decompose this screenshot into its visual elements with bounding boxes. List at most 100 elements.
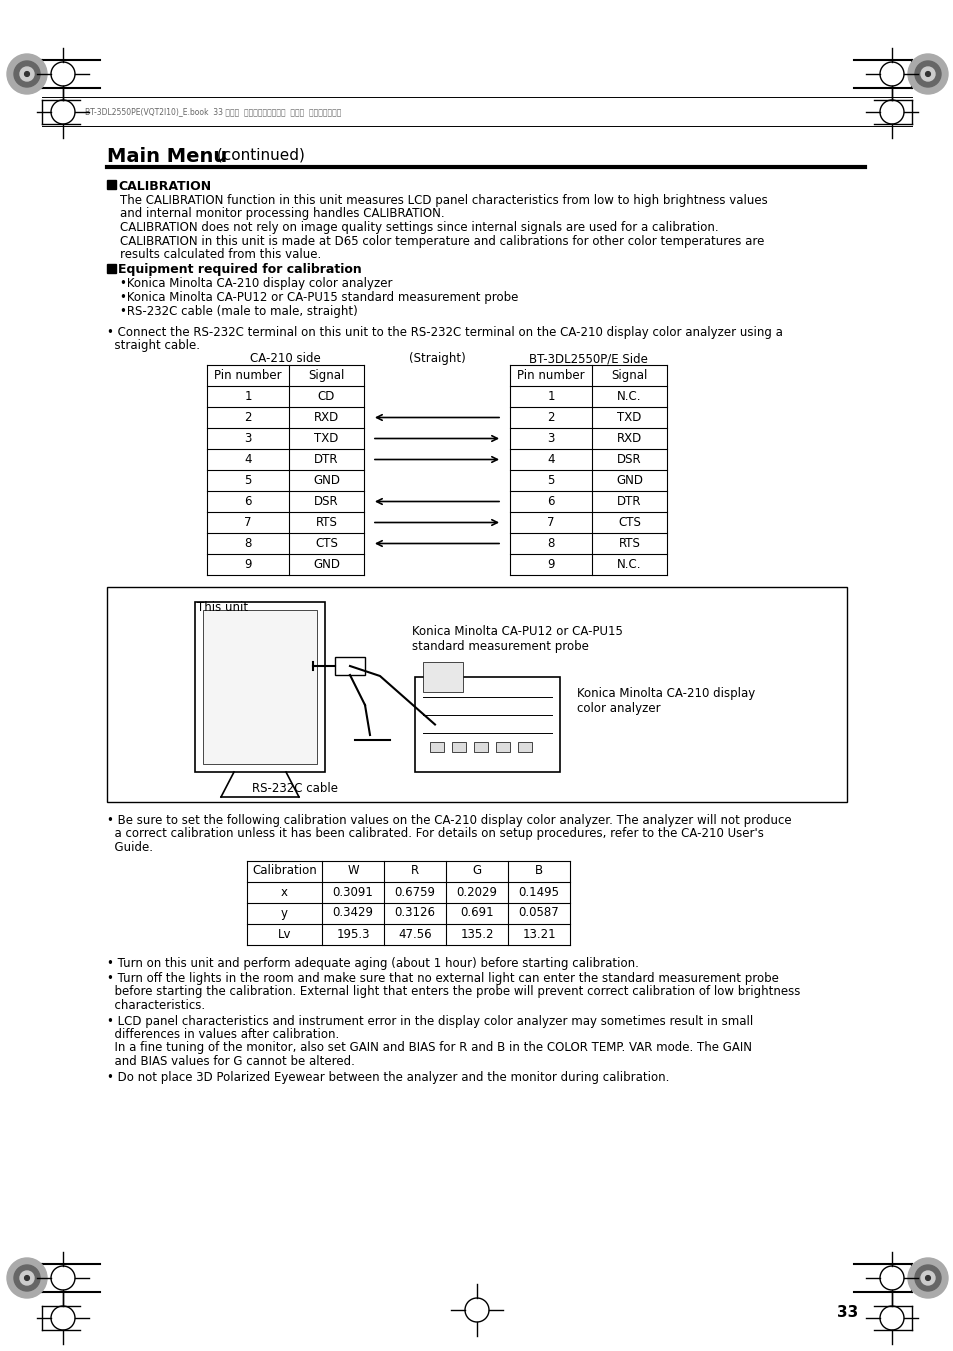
Circle shape [907,1258,947,1298]
Text: 0.1495: 0.1495 [518,885,558,898]
Text: CTS: CTS [618,516,640,530]
Text: 4: 4 [244,453,252,466]
Text: 135.2: 135.2 [459,928,494,940]
Text: 6: 6 [244,494,252,508]
Text: 47.56: 47.56 [397,928,432,940]
Text: and internal monitor processing handles CALIBRATION.: and internal monitor processing handles … [120,208,444,220]
Text: • Do not place 3D Polarized Eyewear between the analyzer and the monitor during : • Do not place 3D Polarized Eyewear betw… [107,1070,669,1084]
Text: Signal: Signal [308,369,344,382]
Circle shape [25,1275,30,1281]
Text: 2: 2 [244,411,252,424]
Text: Pin number: Pin number [214,369,281,382]
Text: 1: 1 [547,390,554,403]
Text: 6: 6 [547,494,554,508]
Text: GND: GND [313,558,339,571]
Text: 0.2029: 0.2029 [456,885,497,898]
Text: This unit: This unit [196,601,248,613]
Text: 5: 5 [244,474,252,486]
Bar [430,742,443,753]
Circle shape [14,61,40,86]
Text: CD: CD [317,390,335,403]
Text: RXD: RXD [617,432,641,444]
Text: y: y [281,907,288,920]
Bar [517,742,532,753]
Text: Konica Minolta CA-PU12 or CA-PU15
standard measurement probe: Konica Minolta CA-PU12 or CA-PU15 standa… [412,626,622,653]
Text: RS-232C cable: RS-232C cable [252,782,337,794]
Text: (continued): (continued) [212,147,305,162]
Circle shape [20,1271,34,1285]
Text: W: W [347,865,358,878]
Text: 0.6759: 0.6759 [395,885,435,898]
Circle shape [914,61,940,86]
Text: •Konica Minolta CA-PU12 or CA-PU15 standard measurement probe: •Konica Minolta CA-PU12 or CA-PU15 stand… [120,290,517,304]
Text: Signal: Signal [611,369,647,382]
Bar [194,603,325,771]
Text: DTR: DTR [617,494,641,508]
Text: DSR: DSR [314,494,338,508]
Text: CA-210 side: CA-210 side [250,353,320,365]
Text: differences in values after calibration.: differences in values after calibration. [107,1028,339,1042]
Bar [452,742,465,753]
Text: DSR: DSR [617,453,641,466]
Bar [107,586,846,802]
Text: 5: 5 [547,474,554,486]
Text: Pin number: Pin number [517,369,584,382]
Text: Equipment required for calibration: Equipment required for calibration [118,263,361,277]
Bar [203,611,316,765]
Text: CALIBRATION does not rely on image quality settings since internal signals are u: CALIBRATION does not rely on image quali… [120,222,718,234]
Text: • Turn off the lights in the room and make sure that no external light can enter: • Turn off the lights in the room and ma… [107,971,778,985]
Text: TXD: TXD [617,411,641,424]
Text: •Konica Minolta CA-210 display color analyzer: •Konica Minolta CA-210 display color ana… [120,277,392,290]
Text: a correct calibration unless it has been calibrated. For details on setup proced: a correct calibration unless it has been… [107,828,763,840]
Circle shape [14,1265,40,1292]
Text: Guide.: Guide. [107,842,152,854]
Text: G: G [472,865,481,878]
Text: RTS: RTS [315,516,337,530]
Text: In a fine tuning of the monitor, also set GAIN and BIAS for R and B in the COLOR: In a fine tuning of the monitor, also se… [107,1042,751,1055]
Text: Calibration: Calibration [252,865,316,878]
Text: • LCD panel characteristics and instrument error in the display color analyzer m: • LCD panel characteristics and instrume… [107,1015,753,1028]
Text: TXD: TXD [314,432,338,444]
Text: 9: 9 [244,558,252,571]
Text: BT-3DL2550PE(VQT2I10)_E.book  33 ページ  ２０１０年７月８日  木曜日  午後２時１２分: BT-3DL2550PE(VQT2I10)_E.book 33 ページ ２０１０… [85,108,341,116]
Text: 13.21: 13.21 [521,928,556,940]
Text: The CALIBRATION function in this unit measures LCD panel characteristics from lo: The CALIBRATION function in this unit me… [120,195,767,207]
Text: • Be sure to set the following calibration values on the CA-210 display color an: • Be sure to set the following calibrati… [107,815,791,827]
Circle shape [920,68,934,81]
Text: 7: 7 [244,516,252,530]
Text: N.C.: N.C. [617,558,641,571]
Text: 1: 1 [244,390,252,403]
Text: 0.3091: 0.3091 [333,885,373,898]
Text: and BIAS values for G cannot be altered.: and BIAS values for G cannot be altered. [107,1055,355,1069]
Text: CALIBRATION in this unit is made at D65 color temperature and calibrations for o: CALIBRATION in this unit is made at D65 … [120,235,763,247]
Circle shape [7,1258,47,1298]
Text: 8: 8 [547,536,554,550]
Text: 0.0587: 0.0587 [518,907,558,920]
Text: BT-3DL2550P/E Side: BT-3DL2550P/E Side [529,353,647,365]
Text: 195.3: 195.3 [335,928,370,940]
Text: characteristics.: characteristics. [107,998,205,1012]
Bar [335,657,365,676]
Text: 0.3126: 0.3126 [395,907,435,920]
Text: CALIBRATION: CALIBRATION [118,180,211,193]
Text: DTR: DTR [314,453,338,466]
Text: RXD: RXD [314,411,338,424]
Circle shape [924,1275,929,1281]
Circle shape [924,72,929,77]
Text: before starting the calibration. External light that enters the probe will preve: before starting the calibration. Externa… [107,985,800,998]
Text: • Turn on this unit and perform adequate aging (about 1 hour) before starting ca: • Turn on this unit and perform adequate… [107,957,639,970]
Bar [107,180,116,189]
Text: 3: 3 [547,432,554,444]
Text: Lv: Lv [277,928,291,940]
Text: 9: 9 [547,558,554,571]
Circle shape [907,54,947,95]
Text: B: B [535,865,542,878]
Circle shape [914,1265,940,1292]
Circle shape [25,72,30,77]
Text: 7: 7 [547,516,554,530]
Bar [496,742,510,753]
Bar [107,263,116,273]
Bar [422,662,462,692]
Text: 0.691: 0.691 [459,907,494,920]
Text: GND: GND [313,474,339,486]
